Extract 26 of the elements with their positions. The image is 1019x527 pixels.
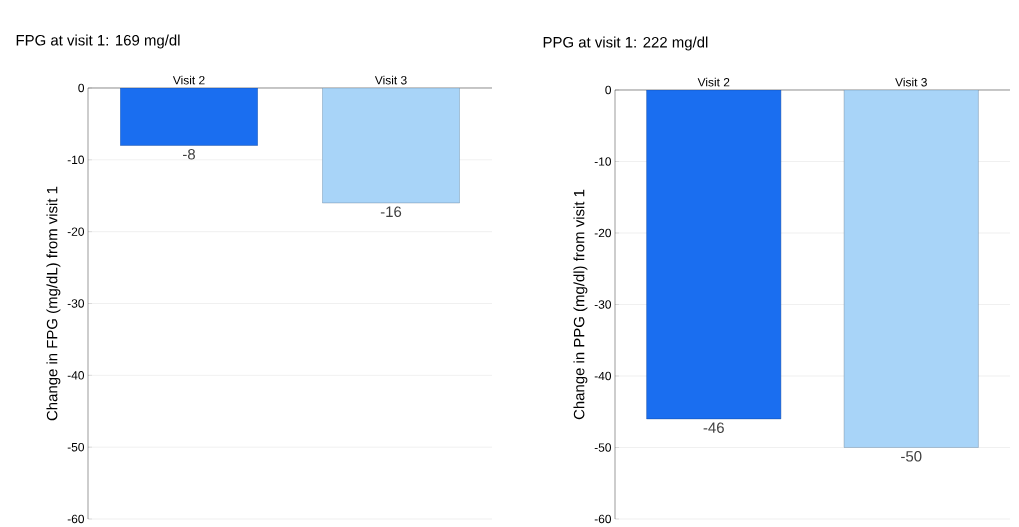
y-tick-label: -40 [67,371,85,380]
x-tick-label: Visit 3 [895,77,927,87]
y-tick-label: -50 [594,443,612,452]
data-label: -16 [380,206,402,218]
y-tick-label: -50 [67,443,85,452]
y-axis-title: Change in PPG (mg/dl) from visit 1 [573,190,588,420]
y-tick-label: -30 [67,299,85,308]
y-tick-label: -20 [67,227,85,237]
data-label: -8 [183,149,195,160]
y-tick-label: -10 [594,157,612,166]
data-label: -46 [703,422,724,434]
y-tick-label: -60 [594,514,612,524]
y-tick-label: -30 [594,300,612,309]
data-label: -50 [901,451,922,462]
y-tick-label: 0 [78,83,85,93]
y-tick-label: -20 [594,228,612,238]
chart-title: FPG at visit 1: 169 mg/dl [16,34,180,49]
y-tick-label: -40 [594,371,612,381]
x-tick-label: Visit 2 [172,75,205,85]
y-tick-label: -60 [67,514,85,524]
y-axis-title: Change in FPG (mg/dL) from visit 1 [46,186,61,421]
x-tick-label: Visit 3 [374,75,407,85]
x-tick-label: Visit 2 [697,77,730,87]
chart-title: PPG at visit 1: 222 mg/dl [543,36,708,51]
y-tick-label: -10 [67,155,85,165]
y-tick-label: 0 [605,85,612,95]
